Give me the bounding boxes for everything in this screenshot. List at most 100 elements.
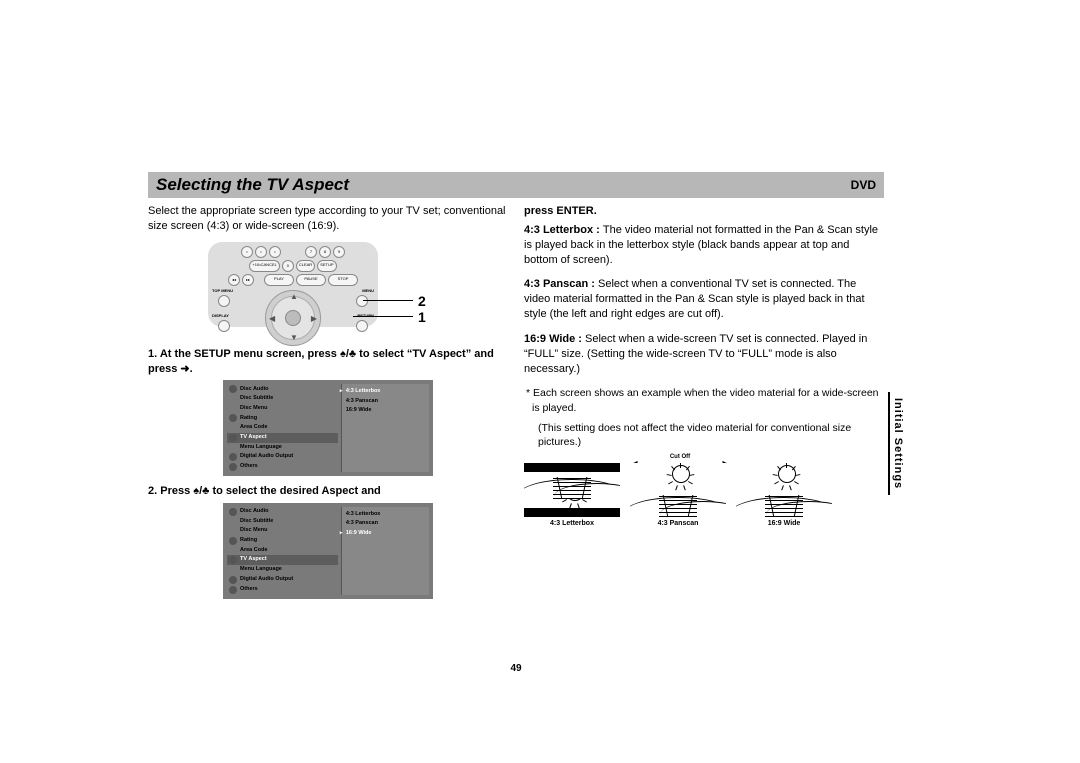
remote-btn-stop: STOP [328,274,358,286]
menu-item-label: Digital Audio Output [240,576,293,583]
menu-item-label: Disc Audio [240,386,269,393]
menu-option-label: 4:3 Letterbox [346,388,381,394]
remote-btn-9: 9 [333,246,345,258]
example-ps: 4:3 Panscan [630,463,726,528]
remote-btn-play: PLAY [264,274,294,286]
remote-label-menu: MENU [325,288,374,293]
para-letterbox: 4:3 Letterbox : The video material not f… [524,223,884,268]
menu-item-label: Disc Audio [240,508,269,515]
menu-item-label: Disc Subtitle [240,518,273,525]
setup-menu-1: Disc Audio Disc Subtitle Disc Menu Rating Ar… [223,380,433,476]
label-panscan: 4:3 Panscan : [524,278,598,290]
menu-item: TV Aspect [227,433,338,443]
callout-1: 1 [418,308,426,327]
menu-item-label: Area Code [240,547,268,554]
menu-option: ▸16:9 Wide [346,529,425,538]
menu-item-label: Disc Menu [240,405,268,412]
menu-item-label: Others [240,586,258,593]
step-1: 1. At the SETUP menu screen, press ♠/♣ t… [148,347,508,377]
menu-item: Disc Menu [227,526,338,535]
example-caption: 4:3 Panscan [630,519,726,528]
menu-item: TV Aspect [227,555,338,565]
remote-diagram: • • • 7 8 9 +10•CANCEL 0 CLEAR SETUP [208,242,448,337]
remote-btn-return [356,320,368,332]
menu-item-label: Rating [240,415,257,422]
menu-item: Others [227,585,338,595]
menu-item: Disc Subtitle [227,517,338,526]
menu-item: Disc Audio [227,384,338,394]
menu-icon [229,537,237,545]
label-wide: 16:9 Wide : [524,333,585,345]
menu-icon [229,385,237,393]
aspect-examples: Cut Off ◄► 4:3 Letterbox4:3 Panscan16:9 … [524,463,884,528]
menu-item: Digital Audio Output [227,575,338,585]
label-letterbox: 4:3 Letterbox : [524,224,603,236]
step-2-text-c: to select the desired Aspect and [209,485,380,497]
menu-icon [229,463,237,471]
example-image [630,463,726,517]
menu-option-label: 16:9 Wide [346,407,372,413]
right-column: press ENTER. 4:3 Letterbox : The video m… [524,204,884,607]
menu-item: Menu Language [227,565,338,574]
remote-body: • • • 7 8 9 +10•CANCEL 0 CLEAR SETUP [208,242,378,327]
note-2: (This setting does not affect the video … [524,421,884,449]
step-1-text-d: . [190,363,193,375]
menu-option-label: 16:9 Wide [346,530,372,536]
menu-icon [229,434,237,442]
down-arrow-icon: ♣ [349,348,356,360]
menu-item-label: Area Code [240,424,268,431]
intro-text: Select the appropriate screen type accor… [148,204,508,234]
side-tab-initial-settings: Initial Settings [888,392,906,495]
setup-menu-2-right: 4:3 Letterbox4:3 Panscan▸16:9 Wide [341,507,429,595]
remote-btn-dot: • [241,246,253,258]
example-lb: 4:3 Letterbox [524,463,620,528]
remote-btn-display [218,320,230,332]
menu-item-label: TV Aspect [240,556,267,563]
menu-option: 4:3 Panscan [346,519,425,528]
remote-btn-pause: PAUSE [296,274,326,286]
para-wide: 16:9 Wide : Select when a wide-screen TV… [524,332,884,377]
remote-btn-cancel: +10•CANCEL [249,260,279,272]
menu-item-label: Digital Audio Output [240,453,293,460]
menu-item: Rating [227,536,338,546]
remote-label-display: DISPLAY [212,313,261,318]
remote-btn-menu [356,295,368,307]
remote-btn-dot: • [269,246,281,258]
remote-btn-clear: CLEAR [296,260,315,272]
remote-btn-setup: SETUP [317,260,336,272]
selection-arrow-icon: ▸ [340,530,343,537]
section-header: Selecting the TV Aspect DVD [148,172,884,198]
remote-btn-rew: ◂◂ [228,274,240,286]
page-number: 49 [148,663,884,674]
menu-icon [229,586,237,594]
setup-menu-2: Disc Audio Disc Subtitle Disc Menu RatingAr… [223,503,433,599]
manual-page: Selecting the TV Aspect DVD Select the a… [148,172,884,680]
remote-btn-0: 0 [282,260,294,272]
example-image [524,463,620,517]
remote-btn-topmenu [218,295,230,307]
setup-menu-1-right: ▸4:3 Letterbox4:3 Panscan16:9 Wide [341,384,429,472]
left-column: Select the appropriate screen type accor… [148,204,508,607]
two-column-layout: Select the appropriate screen type accor… [148,204,884,607]
menu-item-label: TV Aspect [240,434,267,441]
menu-icon [229,453,237,461]
example-caption: 16:9 Wide [736,519,832,528]
menu-item: Disc Subtitle [227,394,338,403]
selection-arrow-icon: ▸ [340,388,343,395]
menu-item: Area Code [227,546,338,555]
menu-item-label: Disc Menu [240,527,268,534]
menu-item-label: Disc Subtitle [240,395,273,402]
menu-item: Disc Menu [227,404,338,413]
menu-item: Digital Audio Output [227,452,338,462]
step-2: 2. Press ♠/♣ to select the desired Aspec… [148,484,508,499]
menu-item-label: Menu Language [240,566,282,573]
menu-icon [229,576,237,584]
menu-option-label: 4:3 Panscan [346,520,378,526]
menu-icon [229,556,237,564]
leader-line-2 [363,300,413,301]
remote-btn-ff: ▸▸ [242,274,254,286]
remote-btn-7: 7 [305,246,317,258]
remote-dpad: ▲ ▼ ◀ ▶ [265,290,321,346]
menu-option: ▸4:3 Letterbox [346,387,425,396]
remote-btn-8: 8 [319,246,331,258]
